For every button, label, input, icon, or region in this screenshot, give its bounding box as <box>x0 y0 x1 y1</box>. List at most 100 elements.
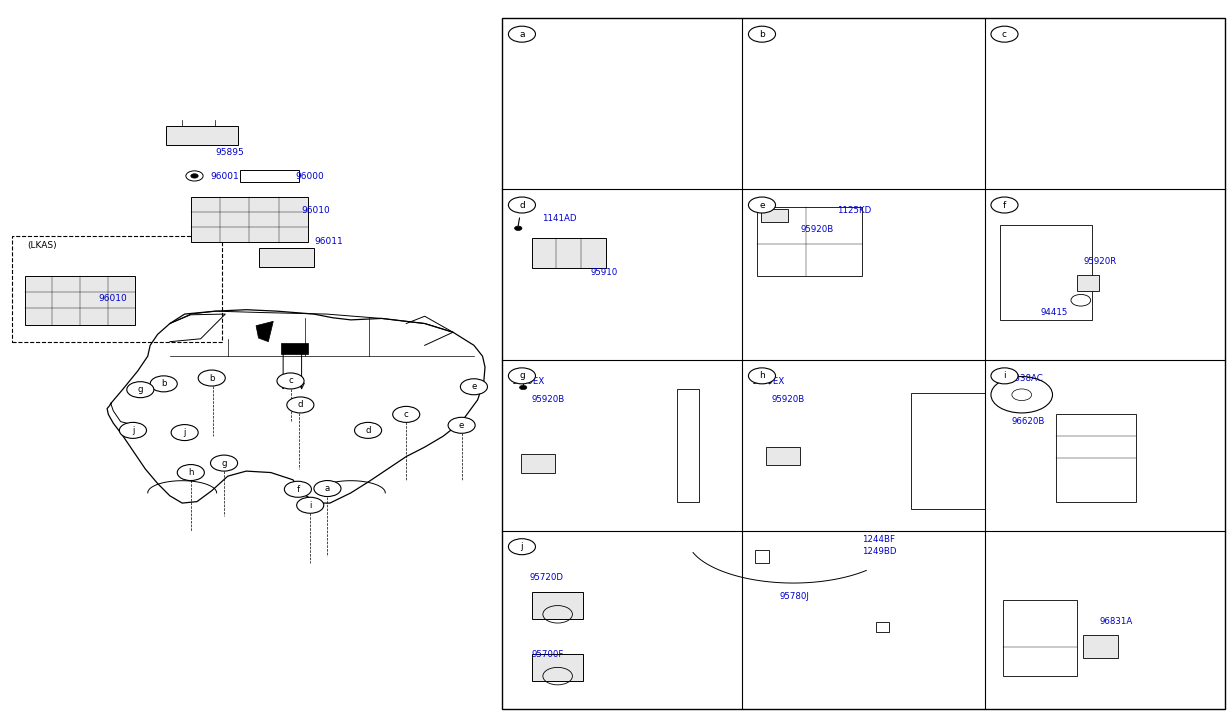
Text: e: e <box>760 201 764 209</box>
Text: b: b <box>760 30 764 39</box>
Circle shape <box>460 379 487 395</box>
Text: 95700F: 95700F <box>532 650 564 659</box>
Bar <box>757 207 862 276</box>
Bar <box>166 126 238 145</box>
Circle shape <box>748 368 776 384</box>
Circle shape <box>515 226 522 230</box>
Bar <box>1083 635 1118 658</box>
Text: j: j <box>521 542 523 551</box>
Text: 1338AC: 1338AC <box>1009 374 1043 382</box>
Text: g: g <box>519 371 524 380</box>
Text: b: b <box>161 379 166 388</box>
Bar <box>532 592 583 619</box>
Text: a: a <box>325 484 330 493</box>
Text: 1125KD: 1125KD <box>837 206 872 215</box>
Text: d: d <box>298 401 303 409</box>
Circle shape <box>393 406 420 422</box>
Circle shape <box>991 197 1018 213</box>
Bar <box>755 550 769 563</box>
Bar <box>281 343 308 354</box>
Text: c: c <box>288 377 293 385</box>
Text: 95920R: 95920R <box>1083 257 1117 266</box>
Circle shape <box>508 368 535 384</box>
Bar <box>532 238 606 268</box>
Bar <box>521 454 555 473</box>
Text: h: h <box>760 371 764 380</box>
Text: 96831A: 96831A <box>1099 617 1133 626</box>
Text: 95895: 95895 <box>215 148 244 157</box>
Circle shape <box>508 197 535 213</box>
Bar <box>1000 225 1092 320</box>
Circle shape <box>119 422 146 438</box>
Circle shape <box>448 417 475 433</box>
Text: g: g <box>222 459 227 467</box>
Text: (LKAS): (LKAS) <box>27 241 57 250</box>
Text: 94415: 94415 <box>1040 308 1067 317</box>
Text: e: e <box>459 421 464 430</box>
Text: c: c <box>404 410 409 419</box>
Bar <box>259 248 314 267</box>
Text: 95920B: 95920B <box>772 395 805 404</box>
Circle shape <box>171 425 198 441</box>
Circle shape <box>508 26 535 42</box>
Text: 1244BF: 1244BF <box>862 535 895 544</box>
Text: 1129EX: 1129EX <box>511 377 544 386</box>
Bar <box>876 622 889 632</box>
Text: c: c <box>1002 30 1007 39</box>
Text: j: j <box>183 428 186 437</box>
Circle shape <box>748 26 776 42</box>
Polygon shape <box>256 321 273 342</box>
Circle shape <box>127 382 154 398</box>
Bar <box>761 209 788 222</box>
Circle shape <box>508 539 535 555</box>
Bar <box>532 654 583 681</box>
Text: 1141AD: 1141AD <box>542 214 576 222</box>
Circle shape <box>198 370 225 386</box>
Circle shape <box>277 373 304 389</box>
Text: j: j <box>132 426 134 435</box>
Text: b: b <box>209 374 214 382</box>
Circle shape <box>991 26 1018 42</box>
Circle shape <box>355 422 382 438</box>
Text: a: a <box>519 30 524 39</box>
Bar <box>12 236 222 342</box>
Circle shape <box>991 368 1018 384</box>
Text: d: d <box>519 201 524 209</box>
Bar <box>502 18 1225 709</box>
Circle shape <box>519 385 527 390</box>
Text: d: d <box>366 426 371 435</box>
Text: 95920B: 95920B <box>532 395 565 404</box>
Text: 96620B: 96620B <box>1012 417 1045 426</box>
Text: 96010: 96010 <box>98 294 127 302</box>
Circle shape <box>191 174 198 178</box>
Bar <box>191 197 308 242</box>
Circle shape <box>297 497 324 513</box>
Circle shape <box>284 481 311 497</box>
Circle shape <box>748 197 776 213</box>
Bar <box>1077 275 1099 291</box>
Text: 1129EX: 1129EX <box>751 377 784 386</box>
Circle shape <box>177 465 204 481</box>
Circle shape <box>150 376 177 392</box>
Circle shape <box>314 481 341 497</box>
Bar <box>240 170 299 182</box>
Circle shape <box>287 397 314 413</box>
Text: 96011: 96011 <box>314 237 342 246</box>
Text: 95780J: 95780J <box>779 592 809 601</box>
Text: e: e <box>471 382 476 391</box>
Text: 95910: 95910 <box>591 268 618 277</box>
Bar <box>1056 414 1136 502</box>
Text: 96001: 96001 <box>211 172 239 181</box>
Text: h: h <box>188 468 193 477</box>
Bar <box>766 447 800 465</box>
Text: i: i <box>1003 371 1006 380</box>
Text: f: f <box>1003 201 1006 209</box>
Bar <box>1003 600 1077 676</box>
Text: 95920B: 95920B <box>800 225 833 233</box>
Bar <box>911 393 985 509</box>
Text: 95720D: 95720D <box>529 574 564 582</box>
Text: i: i <box>309 501 311 510</box>
Bar <box>677 389 699 502</box>
Text: 96000: 96000 <box>295 172 324 181</box>
Text: 96010: 96010 <box>302 206 330 215</box>
